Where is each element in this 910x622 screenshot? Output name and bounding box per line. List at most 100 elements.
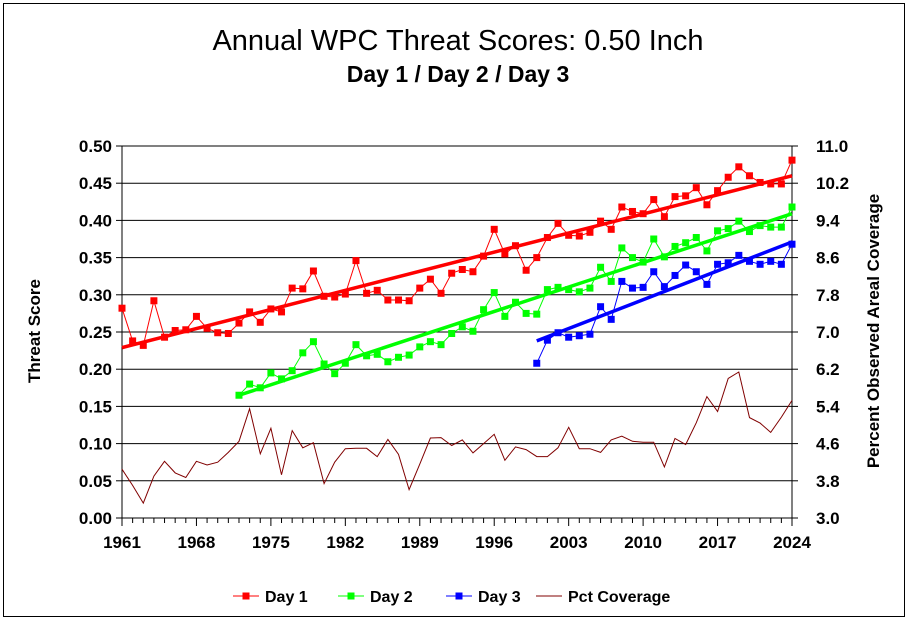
day-3-point: [767, 257, 775, 265]
day-1-point: [299, 285, 307, 293]
day-1-point: [533, 254, 541, 262]
day-2-point: [331, 370, 339, 378]
y2-tick-label: 7.0: [816, 323, 840, 342]
y-tick-label: 0.05: [79, 472, 112, 491]
day-3-point: [745, 257, 753, 265]
x-axis: 1961 1968 1975 1982 1989 1996 2003 2010 2017 2024: [103, 518, 811, 552]
day-1-point: [565, 231, 573, 239]
day-2-point: [299, 349, 307, 357]
day-3-point: [650, 268, 658, 276]
day-1-point: [320, 292, 328, 300]
day-3-point: [565, 333, 573, 341]
legend-label-day-1: Day 1: [265, 589, 308, 606]
day-1-point: [650, 196, 658, 204]
day-1-point: [182, 326, 190, 334]
day-1-point: [214, 329, 222, 337]
day-2-point: [341, 359, 349, 367]
day-1-point: [437, 289, 445, 297]
day-1-point: [639, 210, 647, 218]
day-3-point: [692, 268, 700, 276]
x-tick-label: 1961: [103, 533, 141, 552]
day-2-point: [607, 277, 615, 285]
legend-marker-day-3: [455, 592, 463, 600]
day-3-line: [536, 243, 793, 364]
legend-marker-day-1: [242, 592, 250, 600]
day-1-point: [777, 180, 785, 188]
day-3-point: [554, 329, 562, 337]
day-2-point: [363, 352, 371, 360]
y-tick-label: 0.15: [79, 397, 112, 416]
x-tick-label: 1968: [178, 533, 216, 552]
day-1-point: [767, 180, 775, 188]
y-axis-left: 0.00 0.05 0.10 0.15 0.20 0.25 0.30 0.35 0.40 0.45…: [79, 137, 122, 528]
day-3-point: [682, 261, 690, 269]
day-1-point: [469, 268, 477, 276]
chart-frame: [3, 3, 905, 617]
day-2-point: [267, 369, 275, 377]
x-tick-label: 2003: [550, 533, 588, 552]
day-2-point: [501, 312, 509, 320]
y2-tick-label: 4.6: [816, 435, 840, 454]
x-tick-label: 2017: [699, 533, 737, 552]
day-1-point: [352, 257, 360, 265]
day-2-point: [660, 253, 668, 261]
day-1-point: [714, 187, 722, 195]
day-2-point: [639, 258, 647, 266]
day-3-point: [735, 251, 743, 259]
day-2-point: [235, 391, 243, 399]
legend: Day 1 Day 2 Day 3 Pct Coverage: [233, 589, 670, 606]
day-3-point: [777, 260, 785, 268]
x-tick-label: 1996: [475, 533, 513, 552]
day-1-point: [618, 203, 626, 211]
legend-label-day-3: Day 3: [478, 589, 521, 606]
day-2-point: [469, 327, 477, 335]
day-2-point: [256, 384, 264, 392]
y2-tick-label: 10.2: [816, 174, 849, 193]
chart-subtitle: Day 1 / Day 2 / Day 3: [347, 61, 569, 87]
y2-tick-label: 5.4: [816, 397, 840, 416]
x-tick-label: 1989: [401, 533, 439, 552]
day-3-point: [639, 283, 647, 291]
day-2-point: [565, 286, 573, 294]
day-1-point: [703, 201, 711, 209]
day-2-point: [628, 254, 636, 262]
day-1-point: [267, 305, 275, 313]
day-1-point: [660, 213, 668, 221]
y2-tick-label: 3.8: [816, 472, 840, 491]
day-2-point: [735, 217, 743, 225]
legend-marker-day-2: [347, 592, 355, 600]
day-1-point: [246, 308, 254, 316]
day-1-point: [788, 156, 796, 164]
day-3-point: [543, 336, 551, 344]
day-1-point: [511, 242, 519, 250]
day-1-point: [171, 327, 179, 335]
x-tick-label: 2024: [773, 533, 811, 552]
day-2-point: [618, 244, 626, 252]
day-2-point: [395, 353, 403, 361]
legend-label-pct-coverage: Pct Coverage: [568, 589, 670, 606]
day-2-point: [278, 375, 286, 383]
day-2-point: [586, 284, 594, 292]
day-3-point: [533, 359, 541, 367]
day-1-point: [278, 308, 286, 316]
day-1-point: [203, 324, 211, 332]
day-1-point: [724, 173, 732, 181]
y2-tick-label: 9.4: [816, 211, 840, 230]
day-1-point: [192, 312, 200, 320]
day-1-point: [543, 234, 551, 242]
day-1-point: [139, 341, 147, 349]
y-tick-label: 0.50: [79, 137, 112, 156]
day-2-point: [671, 242, 679, 250]
day-2-point: [511, 298, 519, 306]
y-axis-right: 3.0 3.8 4.6 5.4 6.2 7.0 7.8 8.6 9.4 10.2 11.0: [792, 137, 849, 528]
day-2-point: [788, 203, 796, 211]
day-2-point: [522, 309, 530, 317]
day-1-point: [129, 337, 137, 345]
day-2-point: [458, 323, 466, 331]
y-tick-label: 0.40: [79, 211, 112, 230]
day-1-line: [121, 159, 793, 347]
y-tick-label: 0.10: [79, 435, 112, 454]
day-2-point: [756, 222, 764, 230]
trend-lines: [121, 174, 793, 397]
day-3-point: [660, 283, 668, 291]
